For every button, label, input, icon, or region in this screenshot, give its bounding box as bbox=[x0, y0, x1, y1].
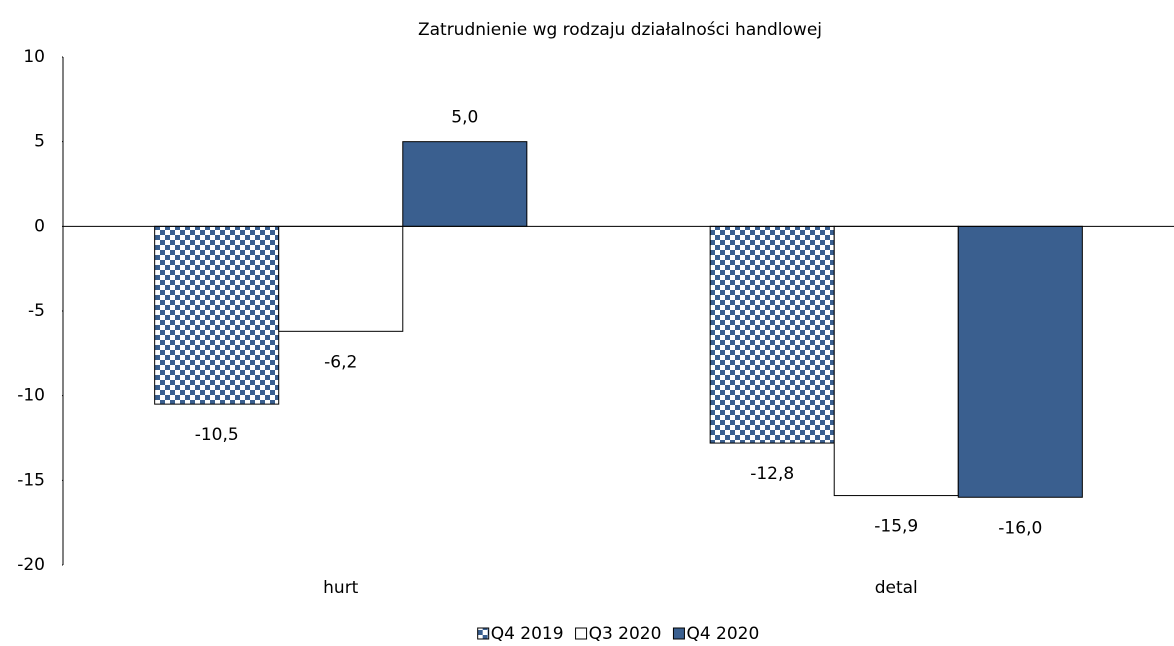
value-label: 5,0 bbox=[451, 108, 478, 128]
value-label: -6,2 bbox=[324, 352, 357, 372]
y-tick-label: 10 bbox=[23, 47, 45, 67]
y-tick-label: -5 bbox=[28, 301, 45, 321]
y-tick-label: 5 bbox=[34, 132, 45, 152]
chart-title: Zatrudnienie wg rodzaju działalności han… bbox=[418, 20, 822, 40]
bar bbox=[154, 225, 280, 405]
bar bbox=[402, 141, 528, 227]
legend-swatch bbox=[575, 627, 588, 640]
y-tick-label: -15 bbox=[17, 470, 45, 490]
value-label: -10,5 bbox=[195, 425, 239, 445]
legend-label: Q4 2019 bbox=[491, 624, 564, 644]
value-label: -12,8 bbox=[750, 464, 794, 484]
y-tick-label: -20 bbox=[17, 555, 45, 575]
legend-label: Q3 2020 bbox=[589, 624, 662, 644]
legend-label: Q4 2020 bbox=[686, 624, 759, 644]
legend-swatch bbox=[477, 627, 490, 640]
x-tick-label: hurt bbox=[323, 578, 359, 598]
legend: Q4 2019 Q3 2020 Q4 2020 bbox=[477, 624, 759, 644]
value-label: -15,9 bbox=[874, 517, 918, 537]
bar bbox=[957, 225, 1083, 498]
bar bbox=[833, 225, 959, 497]
bar bbox=[709, 225, 835, 444]
y-tick-label: 0 bbox=[34, 216, 45, 236]
legend-swatch bbox=[672, 627, 685, 640]
x-tick-label: detal bbox=[875, 578, 918, 598]
bar bbox=[278, 225, 404, 332]
value-label: -16,0 bbox=[998, 518, 1042, 538]
y-tick-label: -10 bbox=[17, 386, 45, 406]
